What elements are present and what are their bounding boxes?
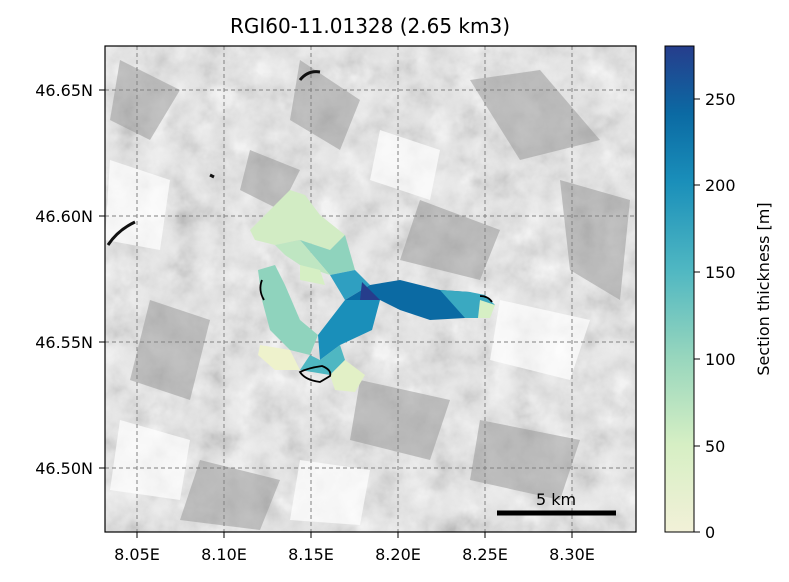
scale-bar: 5 km xyxy=(497,490,616,516)
map-panel[interactable]: 5 km xyxy=(105,46,636,532)
y-tick-label: 46.55N xyxy=(35,333,93,352)
x-tick-label: 8.05E xyxy=(114,545,160,564)
terrain-highlights xyxy=(105,130,590,525)
x-tick-label: 8.10E xyxy=(201,545,247,564)
colorbar-gradient xyxy=(664,45,695,533)
colorbar-tick-label: 250 xyxy=(705,90,736,109)
map-title: RGI60-11.01328 (2.65 km3) xyxy=(230,14,510,38)
colorbar: 0 50 100 150 200 250 Section thickness [… xyxy=(664,45,773,542)
x-tick-label: 8.20E xyxy=(375,545,421,564)
colorbar-tick-label: 200 xyxy=(705,176,736,195)
y-tick-label: 46.60N xyxy=(35,207,93,226)
y-tick-label: 46.50N xyxy=(35,459,93,478)
x-tick-label: 8.25E xyxy=(462,545,508,564)
colorbar-tick-label: 50 xyxy=(705,437,725,456)
colorbar-tick-label: 0 xyxy=(705,523,715,542)
y-axis: 46.65N 46.60N 46.55N 46.50N xyxy=(35,81,105,478)
glacier-outline xyxy=(259,279,493,383)
scale-bar-label: 5 km xyxy=(536,490,576,509)
x-axis: 8.05E 8.10E 8.15E 8.20E 8.25E 8.30E xyxy=(114,532,595,564)
x-tick-label: 8.15E xyxy=(288,545,334,564)
map-frame xyxy=(104,45,637,533)
colorbar-tick-label: 150 xyxy=(705,263,736,282)
terrain-ridges xyxy=(110,60,630,530)
rock-shadows xyxy=(106,70,321,246)
y-tick-label: 46.65N xyxy=(35,81,93,100)
colorbar-label: Section thickness [m] xyxy=(754,202,773,375)
x-tick-label: 8.30E xyxy=(549,545,595,564)
gridlines xyxy=(105,46,636,532)
colorbar-tick-label: 100 xyxy=(705,350,736,369)
glacier-sections[interactable] xyxy=(250,190,495,392)
